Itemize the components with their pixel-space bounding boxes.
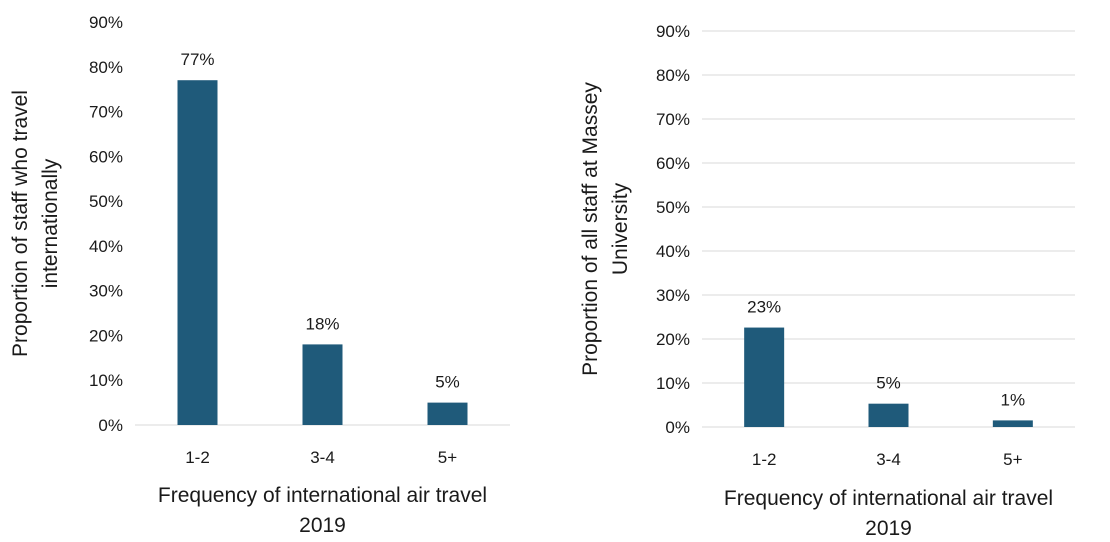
right-y-tick-label: 10% <box>656 374 690 393</box>
right-y-tick-label: 60% <box>656 154 690 173</box>
left-y-tick-label: 0% <box>98 416 123 435</box>
right-y-axis-title: University <box>609 182 632 275</box>
chart-left: 0% 10% 20% 30% 40% 50% 60% 70% 80% 90% 77% 1-2 18% 3-… <box>0 0 555 537</box>
left-data-label: 5% <box>435 373 460 392</box>
left-y-axis-title: internationally <box>39 158 62 288</box>
right-y-tick-label: 40% <box>656 242 690 261</box>
left-y-tick-label: 20% <box>89 326 123 345</box>
left-y-tick-label: 40% <box>89 237 123 256</box>
right-bar-5+ <box>992 420 1033 427</box>
left-y-tick-label: 10% <box>89 371 123 390</box>
right-bar-1-2 <box>744 327 785 427</box>
chart-right-svg: 0% 10% 20% 30% 40% 50% 60% 70% 80% 90% 23% 1-2 5% 3-4… <box>579 22 1075 540</box>
right-y-tick-label: 20% <box>656 330 690 349</box>
left-x-axis-title: 2019 <box>299 514 346 537</box>
chart-left-svg: 0% 10% 20% 30% 40% 50% 60% 70% 80% 90% 77% 1-2 18% 3-… <box>9 13 510 537</box>
left-y-tick-label: 80% <box>89 58 123 77</box>
left-x-tick-label: 1-2 <box>185 448 210 467</box>
right-y-tick-label: 30% <box>656 286 690 305</box>
left-data-label: 77% <box>180 50 214 69</box>
right-y-tick-label: 90% <box>656 22 690 41</box>
left-x-axis-title: Frequency of international air travel <box>158 484 487 507</box>
left-y-tick-label: 60% <box>89 147 123 166</box>
right-y-axis-title: Proportion of all staff at Massey <box>579 82 602 376</box>
right-y-tick-label: 0% <box>665 418 690 437</box>
left-y-tick-label: 50% <box>89 192 123 211</box>
right-bar-3-4 <box>868 403 909 427</box>
right-data-label: 1% <box>1001 390 1026 409</box>
left-data-label: 18% <box>305 314 339 333</box>
left-bar-3-4 <box>302 344 343 425</box>
right-x-axis-title: 2019 <box>865 517 912 537</box>
right-data-label: 5% <box>876 374 901 393</box>
left-bar-1-2 <box>177 80 218 425</box>
right-x-tick-label: 5+ <box>1003 450 1022 469</box>
left-x-tick-label: 3-4 <box>310 448 335 467</box>
right-data-label: 23% <box>747 298 781 317</box>
left-y-tick-label: 90% <box>89 13 123 32</box>
left-y-tick-label: 70% <box>89 103 123 122</box>
left-x-tick-label: 5+ <box>438 448 457 467</box>
left-y-tick-label: 30% <box>89 282 123 301</box>
right-y-tick-label: 50% <box>656 198 690 217</box>
right-x-tick-label: 3-4 <box>876 450 901 469</box>
right-x-axis-title: Frequency of international air travel <box>724 487 1053 510</box>
right-y-tick-label: 70% <box>656 110 690 129</box>
right-x-tick-label: 1-2 <box>752 450 777 469</box>
chart-right: 0% 10% 20% 30% 40% 50% 60% 70% 80% 90% 23% 1-2 5% 3-4… <box>555 0 1110 540</box>
left-y-axis-title: Proportion of staff who travel <box>9 90 32 357</box>
right-y-tick-label: 80% <box>656 66 690 85</box>
left-bar-5+ <box>427 402 468 425</box>
